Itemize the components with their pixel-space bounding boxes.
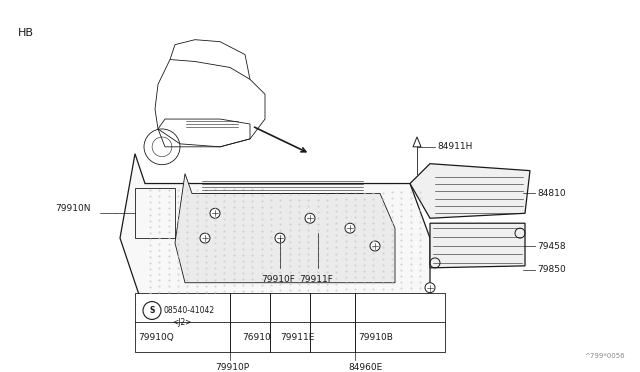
Text: 79911F: 79911F <box>299 275 333 284</box>
Circle shape <box>275 233 285 243</box>
Polygon shape <box>430 223 525 268</box>
Text: 79910F: 79910F <box>261 275 295 284</box>
Text: 79850: 79850 <box>537 265 566 274</box>
Text: <J2>: <J2> <box>172 318 191 327</box>
Text: ^799*0056: ^799*0056 <box>584 353 625 359</box>
Text: 79911E: 79911E <box>280 333 314 342</box>
Text: 08540-41042: 08540-41042 <box>163 306 214 315</box>
Text: 79910B: 79910B <box>358 333 393 342</box>
Text: 76910: 76910 <box>242 333 271 342</box>
Circle shape <box>200 233 210 243</box>
Text: 84911H: 84911H <box>437 142 472 151</box>
Polygon shape <box>175 174 395 283</box>
Circle shape <box>345 223 355 233</box>
Circle shape <box>425 283 435 293</box>
Bar <box>135 293 445 352</box>
Text: 79910P: 79910P <box>215 363 249 372</box>
Circle shape <box>210 208 220 218</box>
Text: 79458: 79458 <box>537 241 566 250</box>
Text: 79910Q: 79910Q <box>138 333 173 342</box>
Circle shape <box>370 241 380 251</box>
Polygon shape <box>410 164 530 218</box>
Text: 79910N: 79910N <box>55 204 90 213</box>
Polygon shape <box>120 154 430 298</box>
Text: HB: HB <box>18 28 34 38</box>
Text: 84960E: 84960E <box>348 363 382 372</box>
Circle shape <box>305 213 315 223</box>
Text: S: S <box>149 306 155 315</box>
Text: 84810: 84810 <box>537 189 566 198</box>
